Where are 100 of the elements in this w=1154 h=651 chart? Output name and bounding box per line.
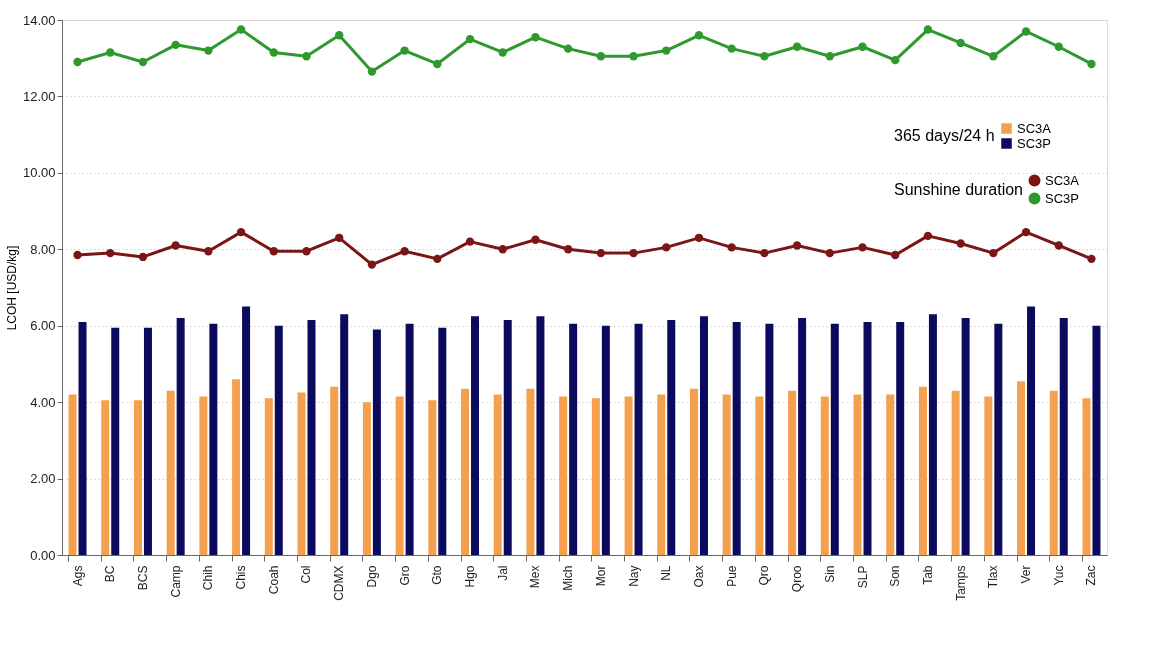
x-tick-label: Qro bbox=[757, 565, 772, 586]
bar bbox=[788, 390, 797, 555]
point bbox=[302, 247, 311, 256]
y-tick-label: 6.00 bbox=[30, 318, 56, 334]
x-tick-label: Chis bbox=[234, 565, 249, 590]
bar bbox=[242, 306, 251, 555]
bar bbox=[984, 396, 993, 555]
point bbox=[923, 25, 933, 34]
point bbox=[1054, 42, 1063, 51]
point bbox=[1087, 254, 1096, 264]
point bbox=[1021, 27, 1031, 36]
bar bbox=[928, 314, 937, 555]
point bbox=[204, 247, 213, 256]
point bbox=[662, 243, 671, 252]
legend-label: SC3A bbox=[1017, 120, 1052, 136]
point bbox=[433, 59, 442, 69]
bar bbox=[143, 327, 152, 555]
bar bbox=[591, 398, 600, 555]
bar bbox=[111, 327, 120, 555]
bar bbox=[853, 394, 862, 555]
point bbox=[73, 250, 82, 260]
x-tick-label: Camp bbox=[168, 565, 183, 598]
x-tick-label: Sin bbox=[822, 565, 837, 583]
bar bbox=[657, 394, 666, 555]
bar bbox=[689, 388, 698, 555]
bar bbox=[68, 394, 77, 555]
bar bbox=[503, 319, 512, 555]
bar bbox=[886, 394, 895, 555]
bar bbox=[471, 316, 480, 555]
point bbox=[629, 52, 638, 61]
bar bbox=[1049, 390, 1058, 555]
x-tick-label: Pue bbox=[724, 565, 739, 587]
point bbox=[662, 46, 671, 55]
y-tick-label: 0.00 bbox=[30, 547, 56, 563]
bar bbox=[1092, 325, 1101, 555]
point bbox=[694, 233, 704, 242]
bar bbox=[133, 400, 142, 555]
y-tick-label: 4.00 bbox=[30, 394, 56, 410]
x-tick-label: Son bbox=[888, 565, 903, 587]
annotation: Sunshine duration bbox=[894, 181, 1023, 198]
x-tick-label: SLP bbox=[855, 565, 870, 589]
bar bbox=[209, 323, 218, 555]
point bbox=[956, 239, 965, 248]
x-tick-label: BC bbox=[103, 565, 118, 583]
bar bbox=[176, 318, 185, 555]
legend-label: SC3P bbox=[1017, 135, 1051, 151]
bar bbox=[536, 316, 545, 555]
point bbox=[531, 235, 540, 244]
bar bbox=[395, 396, 404, 555]
point bbox=[204, 46, 213, 55]
bar bbox=[918, 386, 927, 555]
bar bbox=[372, 329, 381, 555]
bar bbox=[830, 323, 839, 555]
point bbox=[1021, 227, 1031, 237]
bar bbox=[667, 319, 676, 555]
bar bbox=[405, 323, 414, 555]
bar bbox=[722, 394, 731, 555]
x-tick-label: CDMX bbox=[332, 565, 347, 601]
bar bbox=[896, 321, 905, 555]
point bbox=[73, 57, 82, 67]
x-tick-label: BCS bbox=[135, 565, 150, 591]
point bbox=[596, 248, 606, 258]
point bbox=[367, 260, 377, 269]
x-tick-label: Oax bbox=[691, 565, 706, 588]
point bbox=[1087, 59, 1096, 69]
point bbox=[302, 52, 311, 61]
bar bbox=[461, 388, 470, 555]
bar bbox=[166, 390, 175, 555]
bar bbox=[755, 396, 764, 555]
point bbox=[433, 254, 442, 264]
point bbox=[269, 247, 278, 256]
annotation: 365 days/24 h bbox=[894, 127, 995, 144]
x-tick-label: Hgo bbox=[463, 565, 478, 588]
point bbox=[891, 55, 900, 65]
bar bbox=[798, 318, 807, 555]
point bbox=[236, 25, 246, 34]
point bbox=[531, 33, 540, 42]
point bbox=[629, 248, 638, 258]
bar bbox=[274, 325, 283, 555]
x-tick-label: Dgo bbox=[364, 565, 379, 588]
bar bbox=[765, 323, 774, 555]
point bbox=[891, 250, 900, 260]
x-tick-label: Tab bbox=[920, 565, 935, 585]
point bbox=[171, 241, 180, 250]
x-tick-label: Gro bbox=[397, 565, 412, 586]
point bbox=[335, 233, 344, 242]
x-tick-label: Zac bbox=[1084, 565, 1099, 586]
x-tick-label: Nay bbox=[626, 565, 641, 587]
bar bbox=[1082, 398, 1091, 555]
bar bbox=[232, 379, 241, 555]
x-tick-label: Jal bbox=[495, 565, 510, 581]
point bbox=[335, 31, 344, 40]
x-tick-label: Coah bbox=[266, 565, 281, 595]
bar bbox=[732, 321, 741, 555]
x-tick-label: Mich bbox=[561, 565, 576, 591]
point bbox=[792, 42, 802, 51]
bar bbox=[438, 327, 447, 555]
point bbox=[106, 248, 115, 258]
y-axis-title: LCOH [USD/kg] bbox=[4, 245, 19, 331]
point bbox=[138, 252, 148, 262]
